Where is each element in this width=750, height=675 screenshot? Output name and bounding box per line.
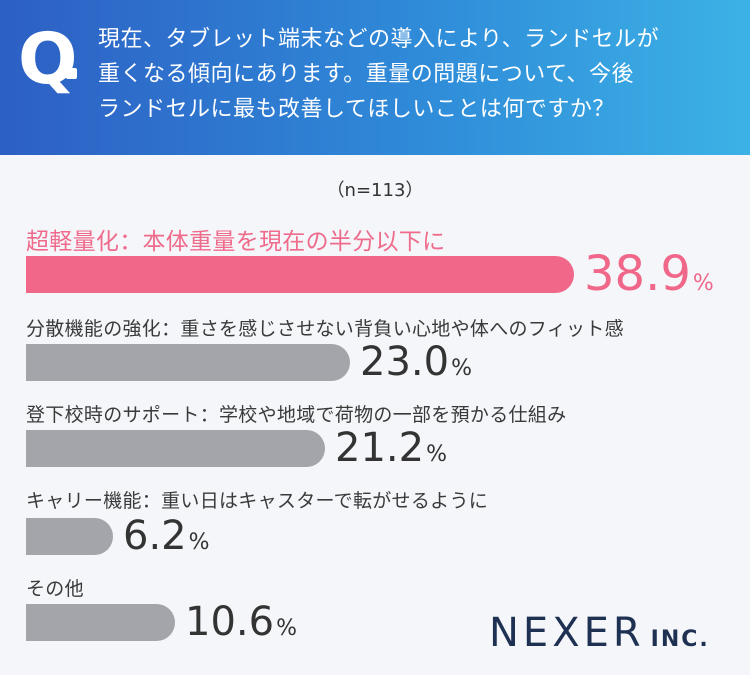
bar <box>26 256 574 293</box>
bar-category-label: 登下校時のサポート：学校や地域で荷物の一部を預かる仕組み <box>26 404 567 426</box>
bar-value-label: 23.0% <box>360 342 472 382</box>
bar-value-number: 6.2 <box>123 513 187 559</box>
question-text: 現在、タブレット端末などの導入により、ランドセルが 重くなる傾向にあります。重量… <box>98 22 738 127</box>
bar-value-unit: % <box>426 442 447 467</box>
q-mark-dot <box>66 68 77 79</box>
bar-value-number: 10.6 <box>185 599 275 645</box>
nexer-logo: NEXER INC. <box>489 613 710 653</box>
bar-value-unit: % <box>692 271 714 296</box>
bar <box>26 518 113 555</box>
question-header: Q 現在、タブレット端末などの導入により、ランドセルが 重くなる傾向にあります。… <box>0 0 750 155</box>
bar-category-label: 超軽量化：本体重量を現在の半分以下に <box>26 229 446 255</box>
bar-value-label: 21.2% <box>335 428 447 468</box>
sample-size-label: （n=113） <box>326 180 424 201</box>
bar <box>26 344 350 381</box>
logo-main-text: NEXER <box>489 610 645 656</box>
question-line-3: ランドセルに最も改善してほしいことは何ですか？ <box>98 97 615 122</box>
bar-value-unit: % <box>276 616 297 641</box>
bar <box>26 430 325 467</box>
bar-category-label: キャリー機能：重い日はキャスターで転がせるように <box>26 490 489 512</box>
bar-value-label: 10.6% <box>185 602 297 642</box>
bar <box>26 604 175 641</box>
q-mark: Q <box>18 18 78 100</box>
bar-value-label: 38.9% <box>584 250 714 298</box>
bar-value-unit: % <box>451 356 472 381</box>
bar-value-number: 23.0 <box>360 339 450 385</box>
question-line-1: 現在、タブレット端末などの導入により、ランドセルが <box>98 27 660 52</box>
bar-value-unit: % <box>188 530 210 555</box>
bar-value-number: 21.2 <box>335 425 425 471</box>
bar-category-label: 分散機能の強化：重さを感じさせない背負い心地や体へのフィット感 <box>26 318 624 340</box>
bar-category-label: その他 <box>26 578 84 600</box>
bar-value-number: 38.9 <box>584 246 691 302</box>
bar-value-label: 6.2% <box>123 516 210 556</box>
logo-sub-text: INC. <box>650 627 710 652</box>
question-line-2: 重くなる傾向にあります。重量の問題について、今後 <box>98 62 635 87</box>
